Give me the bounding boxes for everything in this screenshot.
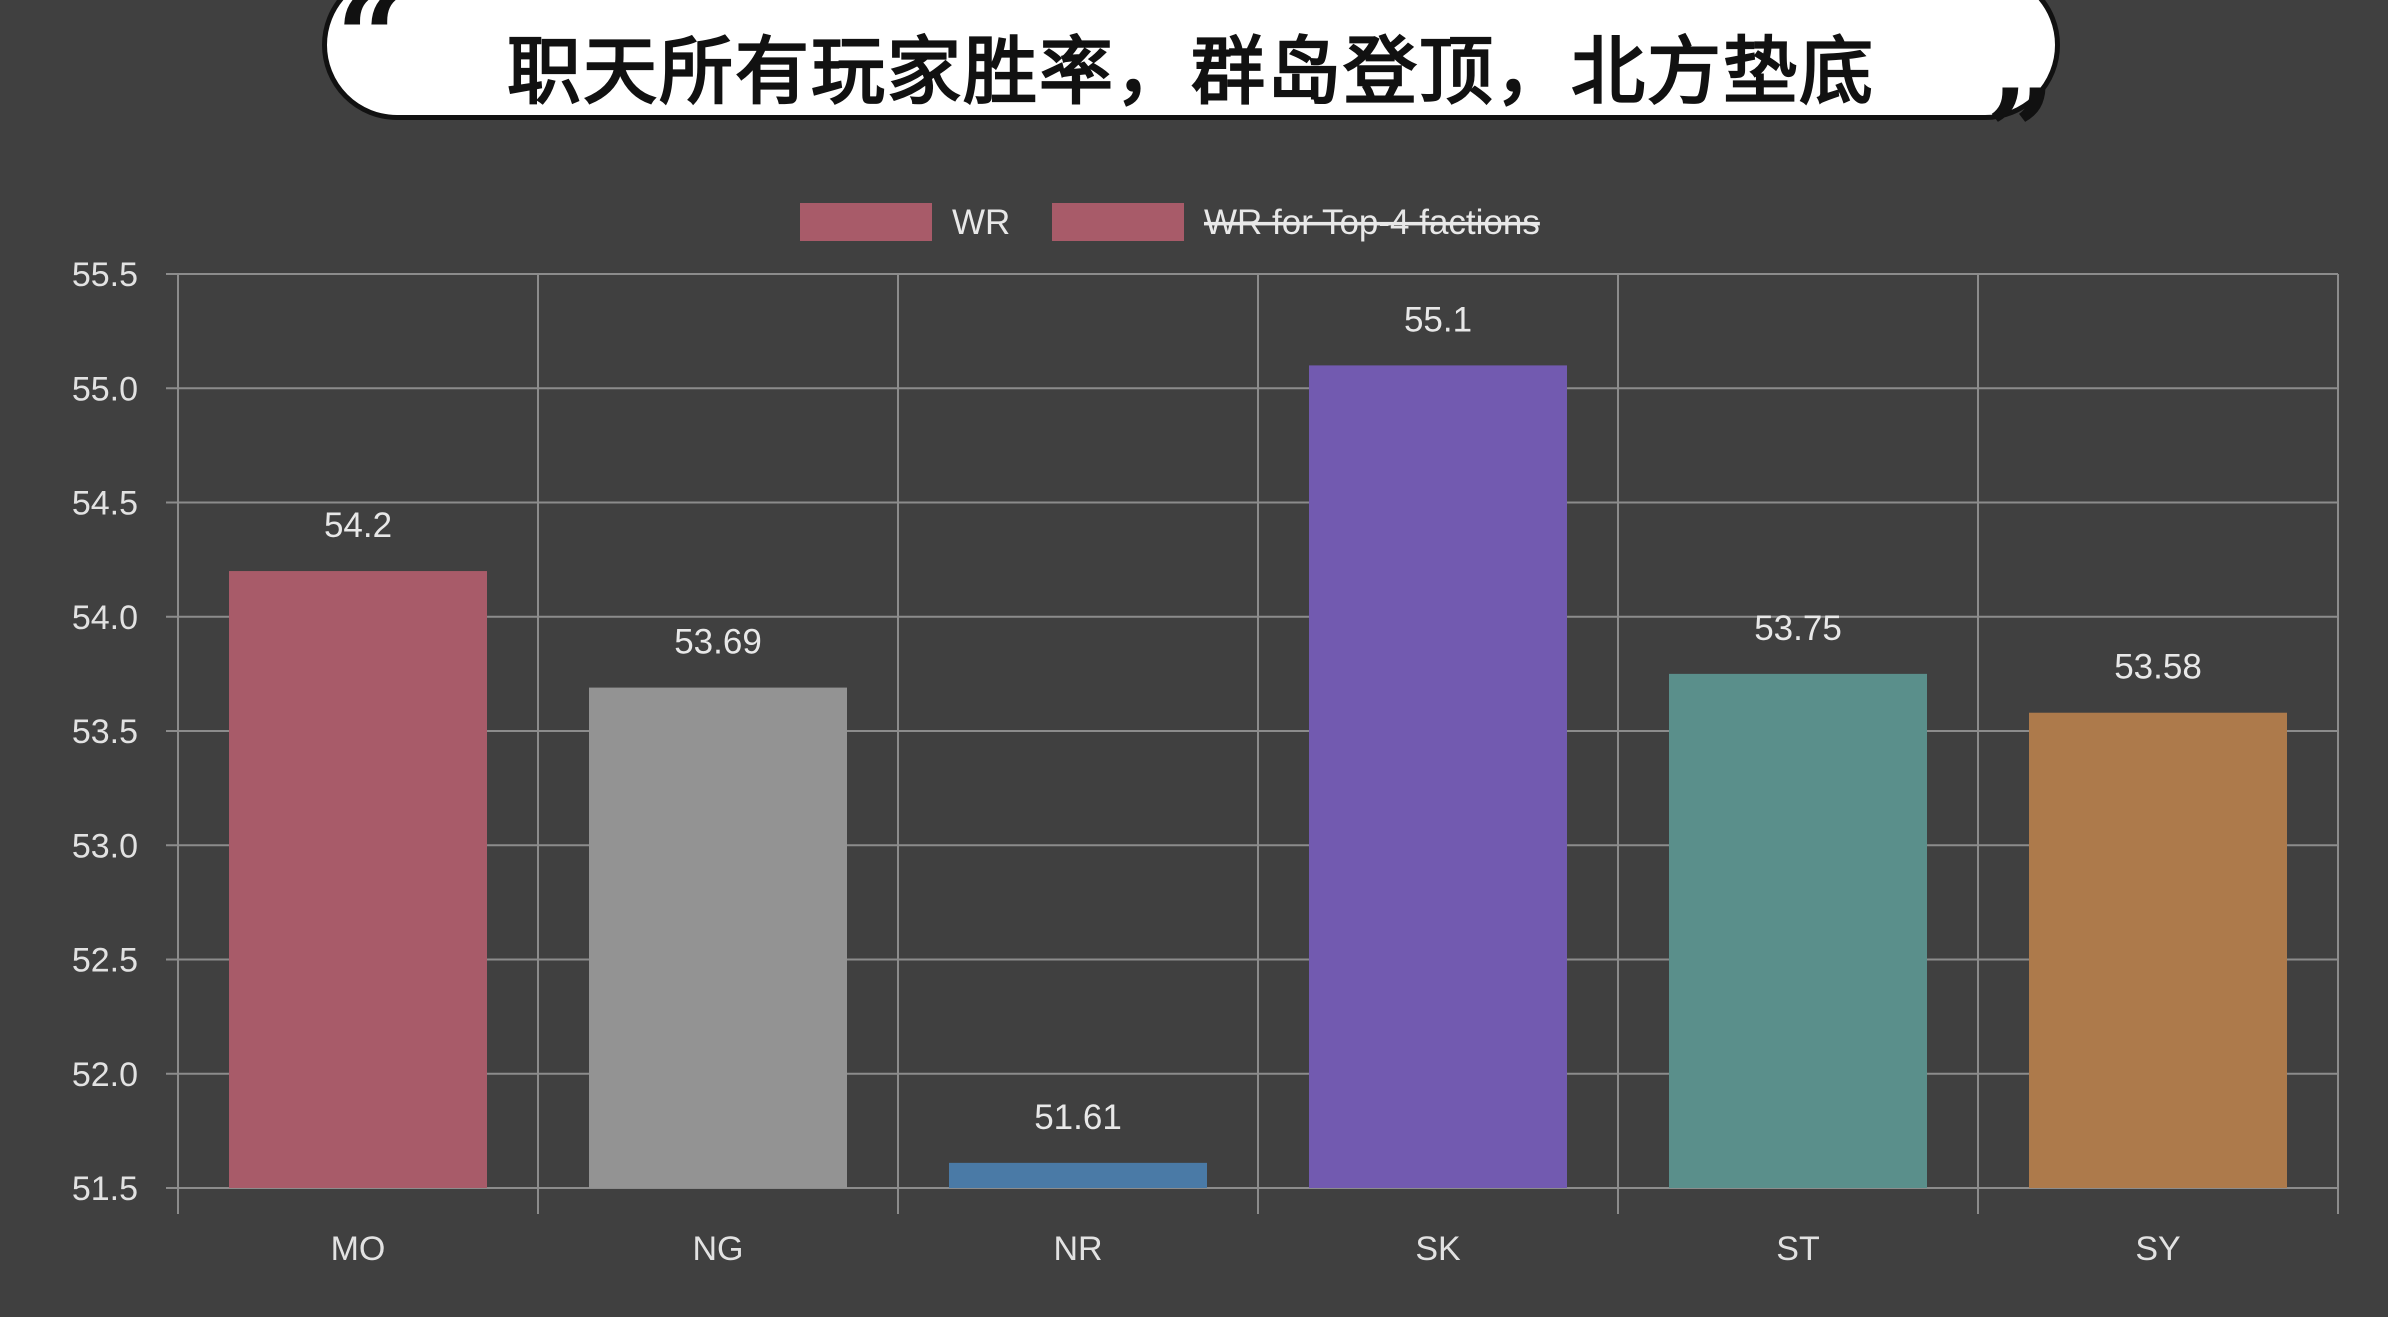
bar-st <box>1669 673 1927 1188</box>
y-tick-label: 52.0 <box>72 1056 138 1094</box>
x-tick-label: SY <box>2135 1230 2180 1268</box>
bar-layer <box>229 365 2287 1188</box>
legend[interactable]: WR WR for Top-4 factions <box>800 203 1540 242</box>
y-tick-label: 53.5 <box>72 713 138 751</box>
data-label: 53.69 <box>674 623 762 662</box>
y-tick-label: 51.5 <box>72 1170 138 1208</box>
y-tick-label: 52.5 <box>72 942 138 980</box>
chart-title: 职天所有玩家胜率，群岛登顶，北方垫底 <box>507 28 1875 115</box>
data-label: 53.75 <box>1754 609 1842 648</box>
x-tick-label: MO <box>331 1230 386 1268</box>
x-tick-label: ST <box>1776 1230 1819 1268</box>
x-tick-label: NG <box>693 1230 744 1268</box>
close-quote-mark: ” <box>1986 63 2056 204</box>
y-tick-label: 54.0 <box>72 599 138 637</box>
y-tick-label: 55.0 <box>72 370 138 408</box>
y-tick-label: 54.5 <box>72 485 138 523</box>
legend-swatch <box>1052 203 1184 241</box>
title-bubble <box>322 0 2060 120</box>
x-tick-label: SK <box>1415 1230 1461 1268</box>
data-label: 53.58 <box>2114 648 2202 687</box>
bar-sk <box>1309 365 1567 1188</box>
bar-sy <box>2029 712 2287 1188</box>
x-tick-label: NR <box>1053 1230 1102 1268</box>
legend-label: WR for Top-4 factions <box>1204 203 1540 242</box>
data-label: 51.61 <box>1034 1098 1122 1137</box>
grid-layer: 55.5 55.0 54.5 54.0 53.5 53.0 52.5 52.0 51.5 MO NG… <box>72 256 2339 1268</box>
bar-nr <box>949 1162 1207 1188</box>
bar-ng <box>589 687 847 1188</box>
legend-item[interactable]: WR for Top-4 factions <box>1052 203 1540 242</box>
data-label: 54.2 <box>324 506 392 545</box>
data-label: 55.1 <box>1404 300 1472 339</box>
y-tick-label: 55.5 <box>72 256 138 294</box>
legend-swatch <box>800 203 932 241</box>
y-tick-label: 53.0 <box>72 827 138 865</box>
bar-mo <box>229 571 487 1188</box>
label-layer: 54.2 53.69 51.61 55.1 53.75 53.58 <box>324 300 2202 1136</box>
legend-item[interactable]: WR <box>800 203 1010 242</box>
legend-label: WR <box>952 203 1010 242</box>
open-quote-mark: “ <box>336 0 406 108</box>
